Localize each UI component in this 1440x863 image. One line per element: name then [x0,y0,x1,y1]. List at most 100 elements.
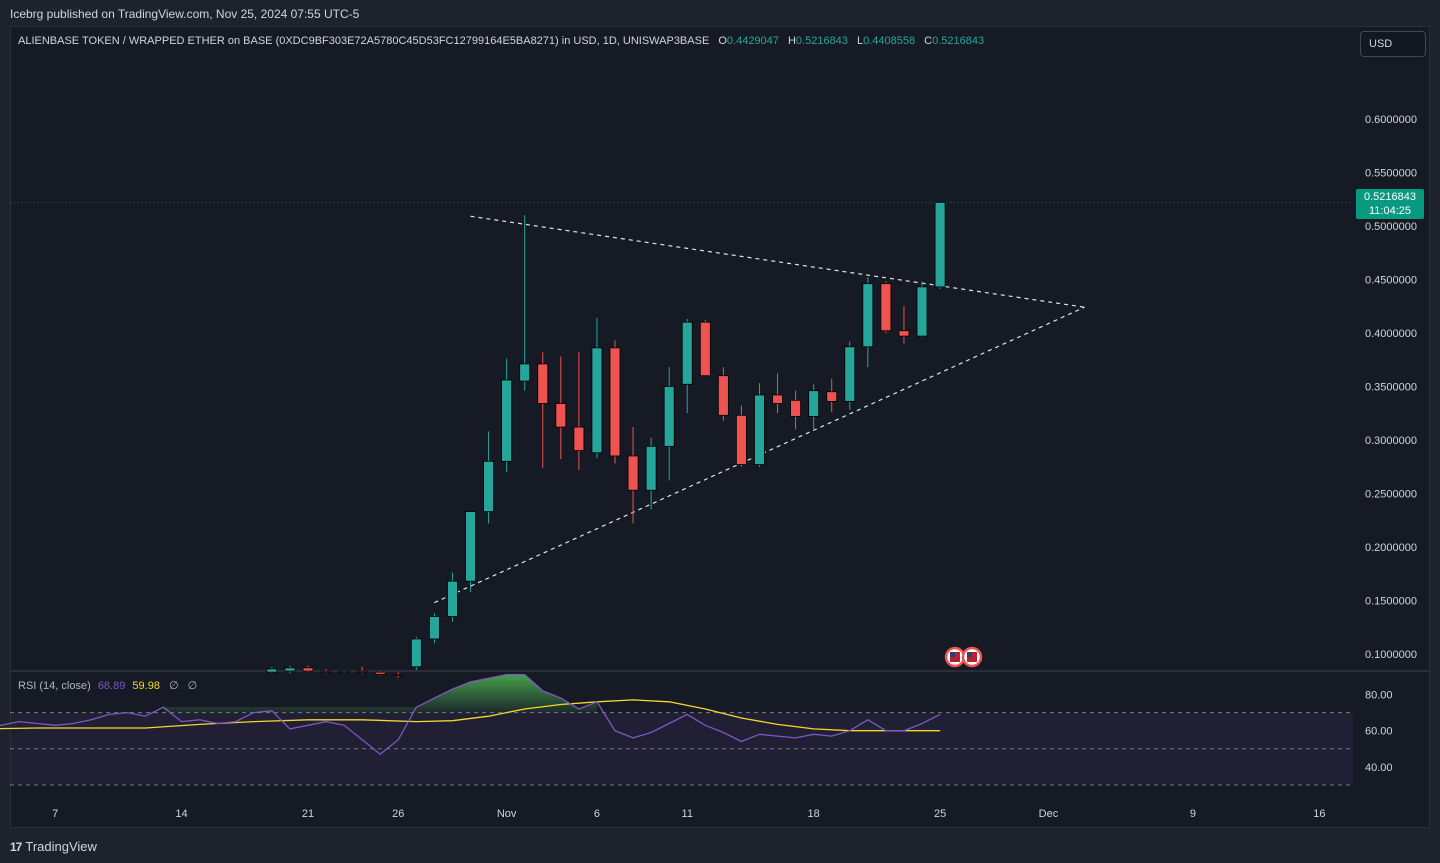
time-axis-label-2: 21 [302,808,314,820]
candle-body-10 [447,580,458,617]
candle-body-28 [772,394,783,404]
candle-body-21 [645,445,657,491]
candle-body-1 [284,667,296,672]
current-price-value: 0.5216843 [1364,191,1416,203]
candle-body-35 [898,330,910,337]
price-axis-label-3: 0.4500000 [1365,274,1417,286]
candle-body-31 [826,391,838,402]
rsi-label: RSI (14, close) [18,680,91,692]
rsi-axis-label-1: 60.00 [1365,726,1393,738]
top-bar: Icebrg published on TradingView.com, Nov… [0,0,1440,26]
time-axis-label-9: Dec [1039,808,1059,820]
time-axis-label-1: 14 [175,808,187,820]
price-axis-label-7: 0.2500000 [1365,488,1417,500]
time-axis-label-8: 25 [934,808,946,820]
candle-body-5 [356,670,368,673]
footer: 17 TradingView [0,830,1440,863]
rsi-null-2: ∅ [187,680,198,692]
candle-body-25 [717,375,729,416]
upper-trendline [470,215,1085,308]
pane-divider [11,670,1429,672]
rsi-axis-label-2: 40.00 [1365,762,1393,774]
candle-body-27 [754,394,765,465]
candles-layer [266,201,946,678]
ohlc-high-value: 0.5216843 [795,35,848,47]
time-axis-label-3: 26 [392,808,404,820]
rsi-null-1: ∅ [169,680,179,692]
ohlc-close-label: C [924,35,933,47]
axes-layer: 0.6000000 0.5500000 0.5000000 0.4500000 0.40… [52,114,1417,820]
price-axis-label-8: 0.2000000 [1365,542,1417,554]
price-axis-label-6: 0.3000000 [1365,435,1417,447]
candle-body-17 [573,426,585,452]
ohlc-open-value: 0.4429047 [726,35,779,47]
candle-body-26 [736,414,747,465]
candle-body-4 [338,670,350,673]
time-axis-label-6: 11 [682,808,693,820]
rsi-value: 68.89 [97,680,126,692]
candle-body-36 [916,286,928,337]
candle-body-7 [392,673,404,676]
publish-info: Icebrg published on TradingView.com, Nov… [10,7,360,21]
tradingview-brand: TradingView [25,839,97,854]
rsi-ma-value: 59.98 [132,680,160,692]
ohlc-close-value: 0.5216843 [932,35,985,47]
current-price-tag: 0.5216843 11:04:25 [1356,189,1424,219]
time-axis-label-7: 18 [808,808,820,820]
ohlc-low-label: L [856,35,864,47]
rsi-ma-line [0,699,941,732]
ohlc-low-value: 0.4408558 [863,35,916,47]
tradingview-logo[interactable]: 17 TradingView [10,839,97,854]
rsi-band-layer [10,712,1353,786]
candle-body-11 [465,511,476,582]
candle-body-20 [627,455,639,491]
candle-body-19 [609,347,621,457]
rsi-axis-label-0: 80.00 [1365,690,1393,702]
symbol-legend: ALIENBASE TOKEN / WRAPPED ETHER on BASE … [18,35,984,47]
price-axis-label-2: 0.5000000 [1365,221,1417,233]
time-axis-label-5: 6 [594,808,600,820]
grid-layer [10,202,1429,672]
chart-frame[interactable] [10,26,1430,828]
candle-body-14 [519,363,531,382]
currency-button[interactable]: USD [1360,31,1426,57]
candle-body-37 [934,201,946,288]
ohlc-open-label: O [718,35,727,47]
trendline-layer [434,215,1085,604]
candle-body-9 [428,616,440,640]
candle-body-12 [483,460,494,513]
price-axis-label-5: 0.3500000 [1365,381,1417,393]
rsi-layer [0,673,941,756]
candle-body-0 [266,668,278,673]
candle-body-30 [808,390,820,417]
candle-body-29 [790,399,801,417]
rsi-overbought-fill [163,674,597,713]
candle-body-8 [410,638,422,668]
candle-body-33 [862,283,874,348]
candle-body-15 [537,363,549,404]
candle-body-23 [681,321,693,385]
time-axis-label-11: 16 [1313,808,1325,820]
price-axis-label-0: 0.6000000 [1365,114,1417,126]
candle-body-16 [555,403,567,428]
rsi-line [0,673,941,756]
rsi-legend: RSI (14, close) 68.89 59.98 ∅ ∅ [18,679,197,692]
candle-body-24 [699,321,711,377]
candle-body-34 [880,283,892,332]
price-axis-label-10: 0.1000000 [1365,649,1417,661]
candle-body-32 [844,346,856,402]
symbol-title: ALIENBASE TOKEN / WRAPPED ETHER on BASE … [18,35,710,47]
candle-body-13 [501,379,513,462]
bar-countdown: 11:04:25 [1368,205,1411,217]
lower-trendline [434,306,1085,604]
ohlc-high-label: H [787,35,796,47]
price-axis-label-4: 0.4000000 [1365,328,1417,340]
candle-body-6 [374,671,386,675]
event-flag-canton-0 [950,652,955,657]
time-axis-label-0: 7 [52,808,58,820]
candle-body-3 [320,670,332,673]
markers-layer [944,646,983,668]
candle-body-22 [663,386,675,447]
price-axis-label-1: 0.5500000 [1365,167,1417,179]
